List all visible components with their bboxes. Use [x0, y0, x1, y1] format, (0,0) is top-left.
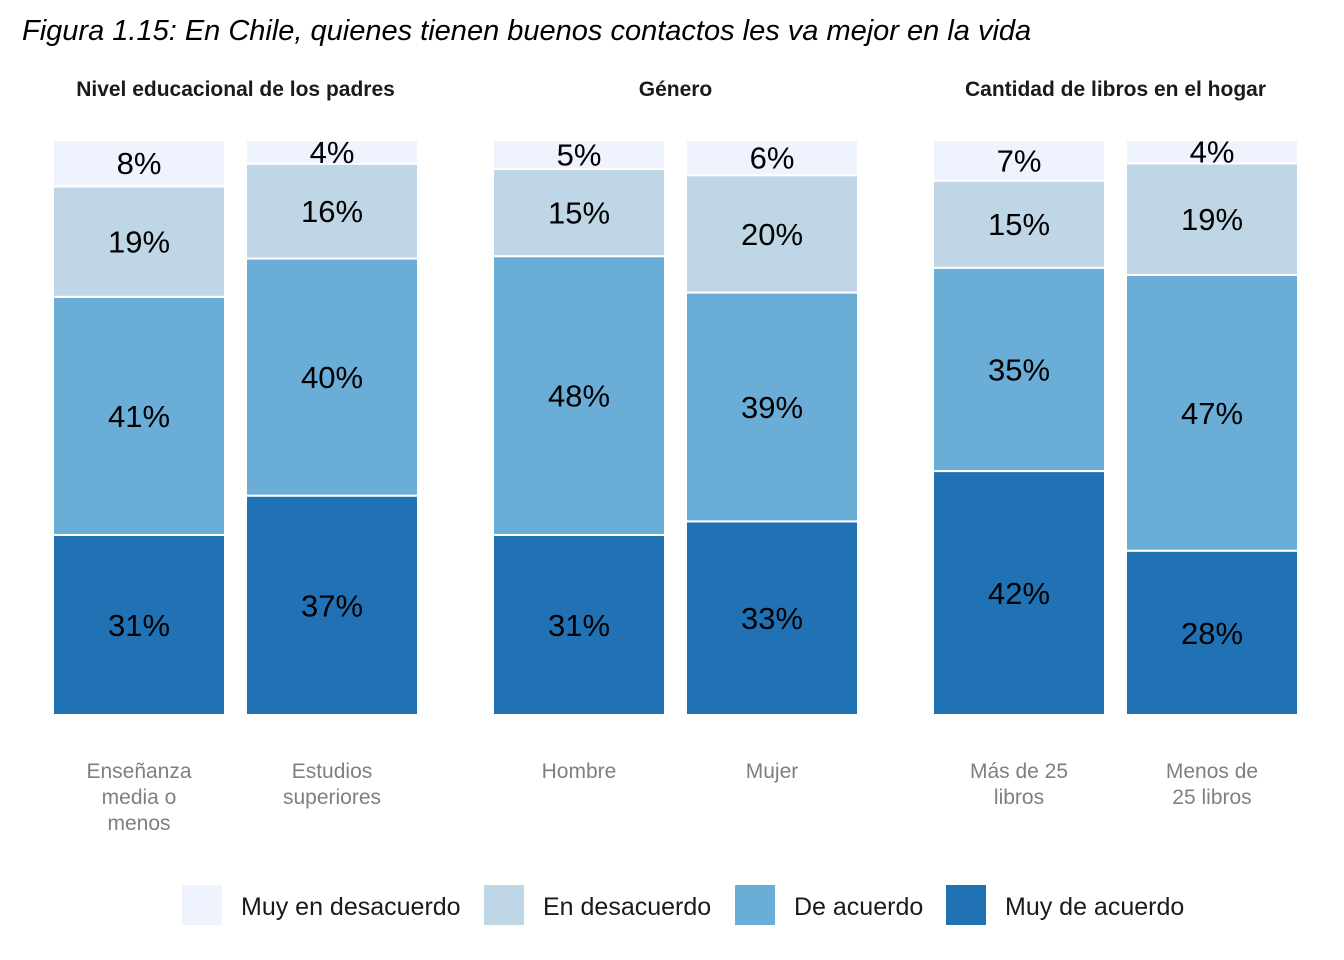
data-label: 4% [1190, 135, 1235, 170]
data-label: 19% [108, 225, 170, 260]
data-label: 7% [997, 143, 1042, 178]
bar-segment [52, 295, 226, 536]
category-label: Hombre [542, 760, 617, 783]
bar-segment [52, 139, 226, 188]
legend-swatch [946, 885, 986, 925]
legend-item: Muy de acuerdo [946, 885, 1184, 925]
data-label: 48% [548, 379, 610, 414]
bar: 31% 48% 15% 5% Hombre [492, 138, 666, 783]
category-label: Mujer [746, 760, 799, 783]
data-label: 37% [301, 588, 363, 623]
data-label: 6% [750, 141, 795, 176]
data-label: 47% [1181, 396, 1243, 431]
category-label: menos [107, 812, 170, 835]
category-label: Enseñanza [86, 760, 191, 783]
bar-segment [685, 174, 859, 294]
bar-segment [245, 494, 419, 716]
bar-segment [245, 257, 419, 497]
data-label: 4% [310, 135, 355, 170]
category-label: superiores [283, 786, 381, 809]
chart-panels: Nivel educacional de los padres 31% 41% 19%… [52, 78, 1299, 835]
legend: Muy en desacuerdo En desacuerdo De acuerdo… [182, 885, 1184, 925]
data-label: 15% [548, 196, 610, 231]
legend-swatch [182, 885, 222, 925]
category-label: 25 libros [1172, 786, 1251, 809]
data-label: 40% [301, 360, 363, 395]
data-label: 28% [1181, 616, 1243, 651]
bar-segment [932, 179, 1106, 269]
legend-label: Muy de acuerdo [1005, 893, 1184, 921]
data-label: 15% [988, 207, 1050, 242]
data-label: 31% [548, 608, 610, 643]
data-label: 16% [301, 194, 363, 229]
bar: 42% 35% 15% 7% Más de 25 libros [932, 139, 1106, 809]
bar: 31% 41% 19% 8% Enseñanza media o menos [52, 139, 226, 835]
figure-title: Figura 1.15: En Chile, quienes tienen bu… [22, 15, 1031, 47]
data-label: 35% [988, 352, 1050, 387]
data-label: 39% [741, 390, 803, 425]
bar: 37% 40% 16% 4% Estudios superiores [245, 135, 419, 809]
bar-segment [1125, 549, 1299, 717]
category-label: Menos de [1166, 760, 1258, 783]
legend-label: Muy en desacuerdo [241, 893, 461, 921]
bar-segment [492, 139, 666, 171]
bar-segment [492, 255, 666, 536]
bar-segment [1125, 162, 1299, 276]
data-label: 8% [117, 146, 162, 181]
bar-segment [1125, 273, 1299, 552]
bar-segment [492, 533, 666, 717]
bar: 33% 39% 20% 6% Mujer [685, 139, 859, 783]
data-label: 5% [557, 138, 602, 173]
category-label: libros [994, 786, 1044, 809]
bar-segment [245, 139, 419, 165]
bar-segment [52, 533, 226, 717]
bar-segment [245, 162, 419, 260]
bar-segment [932, 266, 1106, 473]
data-label: 19% [1181, 202, 1243, 237]
panel-title: Nivel educacional de los padres [76, 78, 395, 101]
panel: Nivel educacional de los padres 31% 41% 19%… [52, 78, 419, 835]
bar-segment [685, 520, 859, 717]
data-label: 42% [988, 576, 1050, 611]
bar: 28% 47% 19% 4% Menos de 25 libros [1125, 135, 1299, 809]
panel-title: Cantidad de libros en el hogar [965, 78, 1266, 101]
legend-swatch [484, 885, 524, 925]
legend-swatch [735, 885, 775, 925]
data-label: 33% [741, 601, 803, 636]
data-label: 31% [108, 608, 170, 643]
data-label: 41% [108, 399, 170, 434]
panel: Cantidad de libros en el hogar 42% 35% 15% 7… [932, 78, 1299, 809]
legend-label: De acuerdo [794, 893, 923, 921]
bar-segment [932, 139, 1106, 182]
legend-item: Muy en desacuerdo [182, 885, 461, 925]
legend-label: En desacuerdo [543, 893, 711, 921]
legend-item: En desacuerdo [484, 885, 711, 925]
bar-segment [932, 470, 1106, 716]
category-label: media o [102, 786, 177, 809]
legend-item: De acuerdo [735, 885, 923, 925]
panel: Género 31% 48% 15% 5% Hombre 33% 39% 20% 6% Mujer [492, 78, 859, 783]
category-label: Más de 25 [970, 760, 1068, 783]
bar-segment [685, 139, 859, 177]
category-label: Estudios [292, 760, 373, 783]
data-label: 20% [741, 217, 803, 252]
bar-segment [685, 291, 859, 523]
panel-title: Género [639, 78, 713, 101]
bar-segment [1125, 139, 1299, 165]
